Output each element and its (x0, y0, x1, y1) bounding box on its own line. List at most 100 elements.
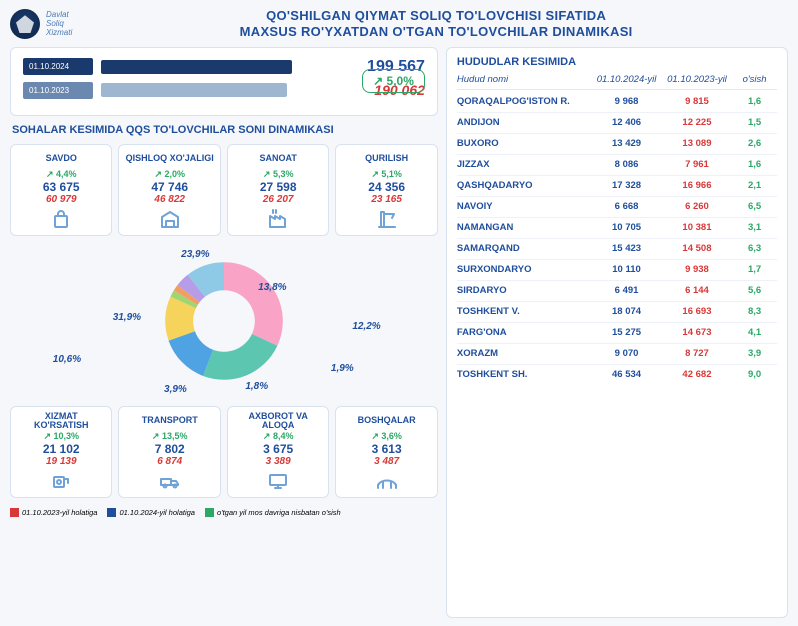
bridge-icon (375, 469, 399, 493)
logo: Davlat Soliq Xizmati (10, 9, 72, 39)
table-row: SURXONDARYO10 1109 9381,7 (457, 260, 777, 281)
regions-title: HUDUDLAR KESIMIDA (457, 56, 777, 68)
donut-slice-label: 3,9% (164, 384, 187, 395)
sector-box: QURILISH5,1%24 35623 165 (335, 144, 437, 236)
legend-item: 01.10.2023-yil holatiga (10, 508, 97, 517)
region-prev: 8 727 (662, 348, 732, 359)
sector-prev: 26 207 (234, 194, 322, 205)
region-prev: 10 381 (662, 222, 732, 233)
page-title: QO'SHILGAN QIYMAT SOLIQ TO'LOVCHISI SIFA… (84, 8, 788, 41)
region-cur: 15 423 (591, 243, 661, 254)
table-row: NAVOIY6 6686 2606,5 (457, 197, 777, 218)
region-growth: 1,7 (732, 264, 777, 275)
sector-name: QISHLOQ XO'JALIGI (125, 150, 213, 168)
region-name: NAMANGAN (457, 222, 591, 233)
donut-svg (154, 251, 294, 391)
region-cur: 18 074 (591, 306, 661, 317)
region-cur: 6 668 (591, 201, 661, 212)
donut-slice-label: 23,9% (181, 249, 209, 260)
regions-header: Hudud nomi 01.10.2024-yil 01.10.2023-yil… (457, 74, 777, 90)
logo-text: Davlat Soliq Xizmati (46, 11, 72, 37)
region-growth: 6,3 (732, 243, 777, 254)
region-name: SIRDARYO (457, 285, 591, 296)
region-name: BUXORO (457, 138, 591, 149)
region-prev: 14 508 (662, 243, 732, 254)
region-name: JIZZAX (457, 159, 591, 170)
bar-2023-track (101, 83, 366, 97)
table-row: QASHQADARYO17 32816 9662,1 (457, 176, 777, 197)
donut-chart: 31,9%23,9%13,8%12,2%1,9%1,8%3,9%10,6% (10, 246, 438, 396)
region-name: QORAQALPOG'ISTON R. (457, 96, 591, 107)
region-growth: 8,3 (732, 306, 777, 317)
sector-growth: 10,3% (17, 431, 105, 442)
sector-cur: 63 675 (17, 180, 105, 194)
sector-growth: 4,4% (17, 169, 105, 180)
totals-block: 01.10.2024 199 567 01.10.2023 190 062 5,… (10, 47, 438, 116)
col-prev: 01.10.2023-yil (662, 74, 732, 85)
sector-prev: 19 139 (17, 456, 105, 467)
region-cur: 9 968 (591, 96, 661, 107)
region-prev: 16 693 (662, 306, 732, 317)
table-row: XORAZM9 0708 7273,9 (457, 344, 777, 365)
region-growth: 2,1 (732, 180, 777, 191)
region-growth: 3,9 (732, 348, 777, 359)
legend-text: 01.10.2023-yil holatiga (22, 508, 97, 517)
sectors-bottom-grid: XIZMAT KO'RSATISH10,3%21 10219 139TRANSP… (10, 406, 438, 499)
sector-box: BOSHQALAR3,6%3 6133 487 (335, 406, 437, 499)
sector-cur: 3 613 (342, 442, 430, 456)
region-cur: 9 070 (591, 348, 661, 359)
sector-growth: 13,5% (125, 431, 213, 442)
donut-slice-label: 31,9% (113, 312, 141, 323)
regions-body: QORAQALPOG'ISTON R.9 9689 8151,6 ANDIJON 1… (457, 92, 777, 385)
region-cur: 8 086 (591, 159, 661, 170)
truck-icon (158, 469, 182, 493)
region-cur: 15 275 (591, 327, 661, 338)
donut-slice-label: 13,8% (258, 282, 286, 293)
region-name: QASHQADARYO (457, 180, 591, 191)
sector-box: XIZMAT KO'RSATISH10,3%21 10219 139 (10, 406, 112, 499)
monitor-icon (266, 469, 290, 493)
region-name: ANDIJON (457, 117, 591, 128)
bar-2023-date: 01.10.2023 (23, 82, 93, 99)
pump-icon (49, 469, 73, 493)
bar-2024-date: 01.10.2024 (23, 58, 93, 75)
region-growth: 3,1 (732, 222, 777, 233)
emblem-icon (10, 9, 40, 39)
legend-text: o'tgan yil mos davriga nisbatan o'sish (217, 508, 341, 517)
table-row: TOSHKENT V.18 07416 6938,3 (457, 302, 777, 323)
region-prev: 14 673 (662, 327, 732, 338)
donut-slice-label: 1,9% (331, 363, 354, 374)
sector-cur: 47 746 (125, 180, 213, 194)
region-cur: 17 328 (591, 180, 661, 191)
legend-text: 01.10.2024-yil holatiga (119, 508, 194, 517)
region-prev: 6 144 (662, 285, 732, 296)
table-row: FARG'ONA15 27514 6734,1 (457, 323, 777, 344)
donut-slice-label: 10,6% (53, 354, 81, 365)
region-prev: 42 682 (662, 369, 732, 380)
sectors-top-grid: SAVDO4,4%63 67560 979QISHLOQ XO'JALIGI2,… (10, 144, 438, 236)
region-growth: 5,6 (732, 285, 777, 296)
sector-box: TRANSPORT13,5%7 8026 874 (118, 406, 220, 499)
region-growth: 2,6 (732, 138, 777, 149)
crane-icon (375, 207, 399, 231)
region-name: FARG'ONA (457, 327, 591, 338)
table-row: TOSHKENT SH.46 53442 6829,0 (457, 365, 777, 385)
title-l2: MAXSUS RO'YXATDAN O'TGAN TO'LOVCHILAR DI… (84, 24, 788, 40)
legend: 01.10.2023-yil holatiga 01.10.2024-yil ho… (10, 508, 438, 517)
bar-2023-fill (101, 83, 287, 97)
sector-cur: 7 802 (125, 442, 213, 456)
sector-growth: 2,0% (125, 169, 213, 180)
bag-icon (49, 207, 73, 231)
header: Davlat Soliq Xizmati QO'SHILGAN QIYMAT S… (10, 8, 788, 41)
sector-box: QISHLOQ XO'JALIGI2,0%47 74646 822 (118, 144, 220, 236)
bar-2024-fill (101, 60, 292, 74)
sector-name: AXBOROT VA ALOQA (234, 412, 322, 431)
growth-badge: 5,0% (362, 69, 425, 93)
region-prev: 6 260 (662, 201, 732, 212)
col-cur: 01.10.2024-yil (591, 74, 661, 85)
region-name: SAMARQAND (457, 243, 591, 254)
table-row: QORAQALPOG'ISTON R.9 9689 8151,6 (457, 92, 777, 113)
region-prev: 9 815 (662, 96, 732, 107)
table-row: JIZZAX8 0867 9611,6 (457, 155, 777, 176)
sector-prev: 3 487 (342, 456, 430, 467)
